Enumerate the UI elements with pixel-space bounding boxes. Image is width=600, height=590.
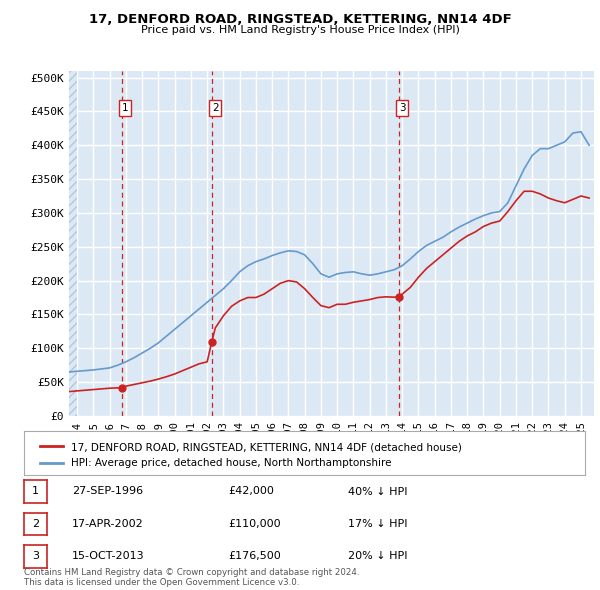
Text: 17% ↓ HPI: 17% ↓ HPI xyxy=(348,519,407,529)
Text: 3: 3 xyxy=(32,552,39,561)
Text: Contains HM Land Registry data © Crown copyright and database right 2024.
This d: Contains HM Land Registry data © Crown c… xyxy=(24,568,359,587)
Text: 15-OCT-2013: 15-OCT-2013 xyxy=(72,552,145,561)
Text: 17-APR-2002: 17-APR-2002 xyxy=(72,519,144,529)
Text: 17, DENFORD ROAD, RINGSTEAD, KETTERING, NN14 4DF: 17, DENFORD ROAD, RINGSTEAD, KETTERING, … xyxy=(89,13,511,26)
Text: 20% ↓ HPI: 20% ↓ HPI xyxy=(348,552,407,561)
Text: 40% ↓ HPI: 40% ↓ HPI xyxy=(348,487,407,496)
Text: 2: 2 xyxy=(212,103,218,113)
Text: £42,000: £42,000 xyxy=(228,487,274,496)
Text: 2: 2 xyxy=(32,519,39,529)
Text: 3: 3 xyxy=(399,103,406,113)
Bar xyxy=(69,71,77,416)
Bar xyxy=(69,71,77,416)
Text: 1: 1 xyxy=(32,487,39,496)
Text: £176,500: £176,500 xyxy=(228,552,281,561)
Text: 27-SEP-1996: 27-SEP-1996 xyxy=(72,487,143,496)
Text: 1: 1 xyxy=(122,103,128,113)
Legend: 17, DENFORD ROAD, RINGSTEAD, KETTERING, NN14 4DF (detached house), HPI: Average : 17, DENFORD ROAD, RINGSTEAD, KETTERING, … xyxy=(35,437,467,473)
Text: Price paid vs. HM Land Registry's House Price Index (HPI): Price paid vs. HM Land Registry's House … xyxy=(140,25,460,35)
Text: £110,000: £110,000 xyxy=(228,519,281,529)
